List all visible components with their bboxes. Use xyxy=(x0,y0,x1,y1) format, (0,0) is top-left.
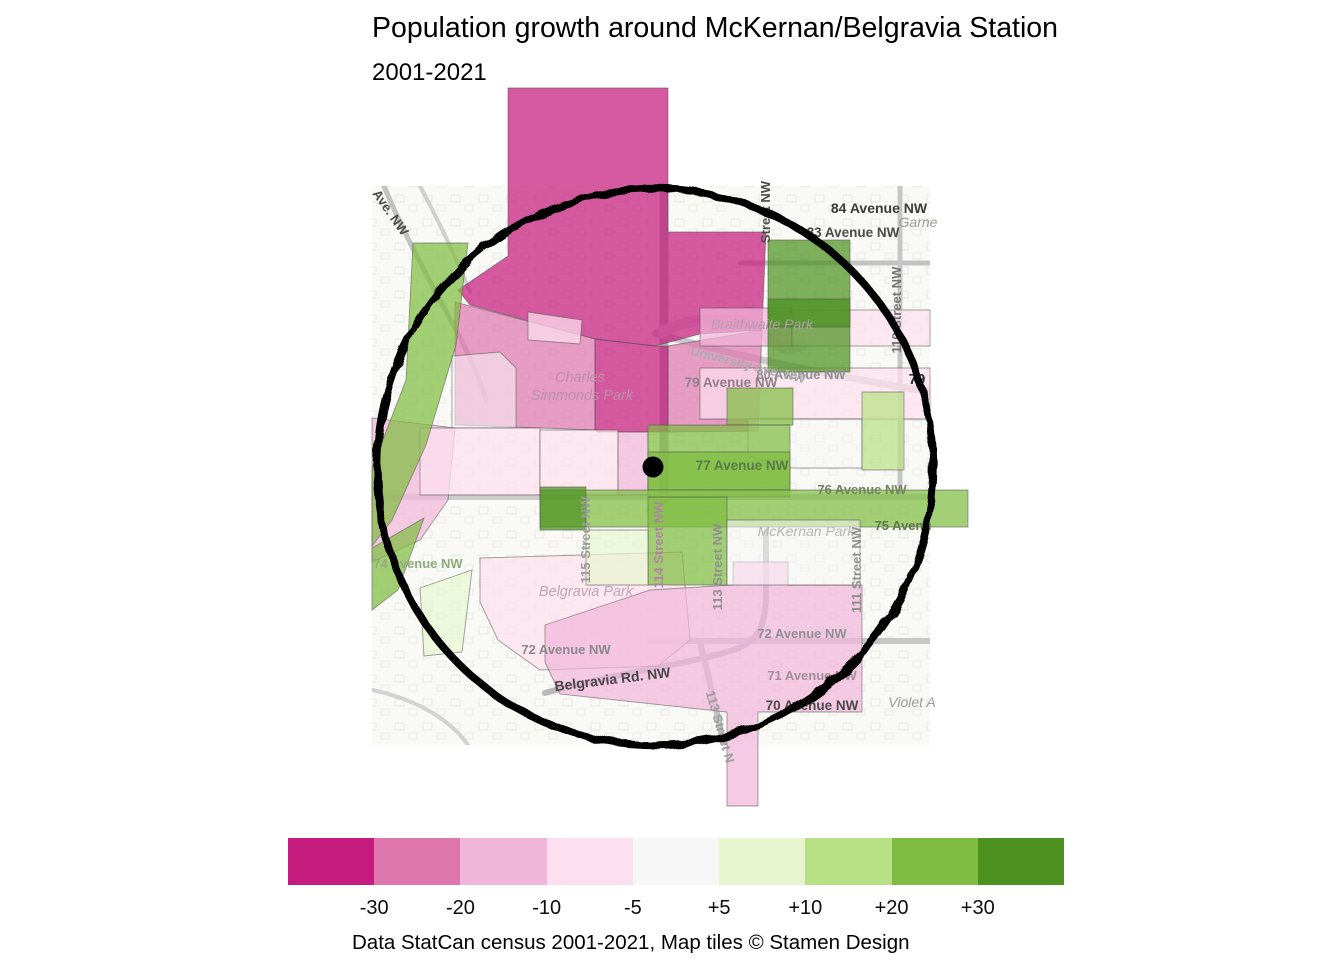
map-label: 75 Avenu xyxy=(875,518,932,533)
census-polygon-gain-30plus xyxy=(767,298,851,328)
census-polygon-gain-5-10 xyxy=(585,529,649,586)
map-label: 115 Street NW xyxy=(578,496,593,583)
census-polygon-gain-20-30 xyxy=(726,387,794,426)
legend-swatch-loss-30plus xyxy=(288,838,375,885)
census-polygon-loss-30plus xyxy=(457,87,767,347)
legend-tick-label: -5 xyxy=(623,897,642,919)
legend-tick-labels: -30 -20 -10 -5 +5 +10 +20 +30 xyxy=(288,897,1064,923)
legend-tick-label: -10 xyxy=(532,897,562,919)
map-label: 111 Street NW xyxy=(849,526,864,613)
map-label: 79 Avenue NW xyxy=(685,375,778,390)
road-line xyxy=(372,688,470,745)
caption: Data StatCan census 2001-2021, Map tiles… xyxy=(352,931,910,954)
map-label: Charles xyxy=(555,370,605,386)
census-polygon-neutral xyxy=(451,351,517,429)
legend-tick-label: -30 xyxy=(359,897,389,919)
station-dot xyxy=(642,456,664,478)
legend-swatch-gain-5-10 xyxy=(719,838,806,885)
map-label: 76 Avenue NW xyxy=(817,482,907,497)
census-polygon-loss-5-10 xyxy=(419,427,541,496)
legend-swatch-loss-20-30 xyxy=(374,838,461,885)
road-line xyxy=(418,186,472,294)
legend-swatch-gain-30plus xyxy=(977,838,1064,885)
legend-swatch-gain-20-30 xyxy=(891,838,978,885)
legend-tick-label: +10 xyxy=(788,897,823,919)
chart-subtitle: 2001-2021 xyxy=(372,59,487,86)
map-label: 83 Avenue NW xyxy=(807,225,900,240)
buffer-circle xyxy=(373,185,937,749)
map-label: Garne xyxy=(899,214,938,230)
map-label: 72 Avenue NW xyxy=(521,642,611,657)
map-label: 72 Avenue NW xyxy=(757,626,847,641)
census-polygon-loss-5-10 xyxy=(539,429,619,496)
legend-tick-label: +5 xyxy=(707,897,731,919)
map-label: 114 Street NW xyxy=(651,501,666,588)
legend-tick-label: +30 xyxy=(960,897,995,919)
map-label: Violet A xyxy=(888,694,935,710)
map-label: 84 Avenue NW xyxy=(831,200,928,216)
legend-swatch-loss-5-10 xyxy=(546,838,633,885)
map-label: Braithwaite Park xyxy=(711,316,814,332)
map-label: McKernan Park xyxy=(758,523,855,539)
census-polygon-loss-5-10 xyxy=(527,311,583,345)
map-label: Simmonds Park xyxy=(531,388,634,404)
census-polygons-layer xyxy=(371,87,969,807)
legend-tick-label: -20 xyxy=(445,897,475,919)
legend-color-bar xyxy=(288,838,1064,885)
map-label: 113 Street NW xyxy=(710,523,725,610)
legend-tick-label: +20 xyxy=(874,897,909,919)
map-label: 77 Avenue NW xyxy=(696,458,789,473)
chart-title: Population growth around McKernan/Belgra… xyxy=(372,12,1059,44)
map-label: 80 Avenue NW xyxy=(756,367,846,382)
census-polygon-gain-20-30 xyxy=(371,242,469,548)
legend-swatch-neutral xyxy=(632,838,720,885)
legend-swatch-loss-10-20 xyxy=(460,838,547,885)
census-polygon-loss-30plus xyxy=(594,338,669,433)
census-polygon-gain-10-20 xyxy=(861,391,905,471)
legend-swatch-gain-10-20 xyxy=(805,838,892,885)
census-polygon-neutral xyxy=(726,519,861,586)
map-label: 74 Avenue NW xyxy=(373,556,463,571)
map-label: Belgravia Park xyxy=(539,584,634,600)
